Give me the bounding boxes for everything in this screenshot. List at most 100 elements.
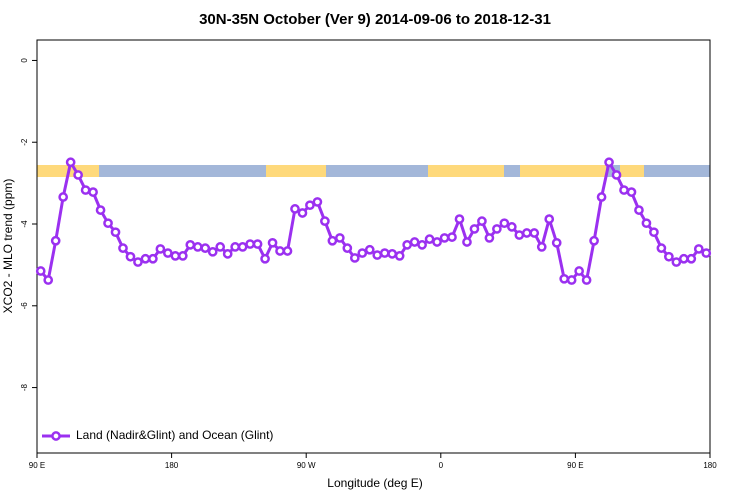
point [252, 239, 263, 249]
point [641, 218, 652, 229]
point [230, 242, 241, 252]
point [544, 214, 555, 224]
point [387, 249, 398, 259]
point [320, 216, 330, 226]
y-tick-label: 0 [20, 58, 29, 63]
point [484, 233, 495, 243]
point [245, 239, 255, 249]
point [536, 242, 547, 252]
point [103, 218, 113, 229]
point [506, 222, 517, 232]
point [634, 205, 644, 215]
point [133, 257, 143, 267]
land-band [428, 165, 504, 177]
point [619, 185, 629, 195]
point [521, 228, 532, 238]
x-tick-label: 90 E [567, 461, 583, 470]
land-band [620, 165, 644, 177]
point [43, 275, 54, 285]
point [492, 224, 502, 234]
point [611, 170, 622, 180]
point [58, 192, 69, 202]
point [88, 187, 98, 197]
x-tick-label: 90 E [29, 461, 45, 470]
point [686, 253, 697, 264]
point [604, 157, 614, 168]
point [192, 242, 203, 252]
point [125, 251, 136, 262]
point [671, 257, 682, 267]
point [155, 244, 166, 254]
point [312, 197, 323, 207]
y-tick-label: -8 [20, 383, 29, 391]
point [596, 192, 607, 202]
surface-band [37, 165, 710, 177]
land-band [266, 165, 326, 177]
point [454, 214, 465, 224]
point [110, 227, 121, 238]
point [260, 253, 270, 264]
legend-label: Land (Nadir&Glint) and Ocean (Glint) [76, 428, 273, 442]
point [409, 237, 420, 247]
point [432, 237, 442, 247]
point [335, 233, 345, 243]
point [514, 230, 525, 240]
point [170, 251, 181, 261]
point [701, 248, 712, 258]
y-tick-label: -2 [20, 138, 29, 146]
x-tick-label: 180 [703, 461, 717, 470]
point [118, 243, 128, 253]
point [499, 218, 510, 229]
point [379, 248, 390, 258]
point [649, 227, 659, 238]
point [551, 237, 562, 248]
x-tick-label: 90 W [297, 461, 316, 470]
point [626, 187, 637, 197]
point [305, 200, 315, 211]
y-tick-label: -4 [20, 220, 29, 228]
point [282, 246, 293, 256]
point [364, 244, 375, 255]
point [566, 275, 577, 285]
land-band [520, 165, 606, 177]
point [207, 246, 218, 257]
point [529, 228, 540, 238]
point [574, 266, 584, 276]
point [163, 248, 173, 258]
point [559, 273, 570, 284]
legend-marker [51, 431, 61, 441]
point [290, 204, 300, 214]
point [222, 249, 233, 259]
chart-title: 30N-35N October (Ver 9) 2014-09-06 to 20… [199, 11, 551, 28]
y-tick-label: -6 [20, 302, 29, 310]
point [237, 242, 248, 252]
x-tick-label: 180 [165, 461, 179, 470]
point [424, 234, 435, 244]
point [693, 244, 704, 254]
point [462, 237, 472, 247]
point [297, 208, 308, 218]
point [439, 233, 450, 243]
point [589, 235, 599, 246]
point [447, 232, 457, 242]
point [140, 253, 151, 264]
point [80, 185, 91, 195]
point [402, 240, 412, 250]
x-tick-label: 0 [439, 461, 444, 470]
point [73, 170, 83, 180]
point [95, 205, 106, 215]
point [342, 243, 353, 253]
point [35, 266, 46, 276]
point [200, 243, 211, 253]
y-axis-label: XCO2 - MLO trend (ppm) [1, 179, 15, 314]
point [349, 253, 360, 263]
point [469, 224, 480, 234]
point [267, 237, 278, 248]
point [372, 250, 383, 260]
point [394, 251, 405, 261]
point [148, 253, 158, 264]
point [678, 253, 689, 264]
point [656, 243, 667, 253]
point [581, 275, 592, 285]
point [50, 235, 61, 246]
